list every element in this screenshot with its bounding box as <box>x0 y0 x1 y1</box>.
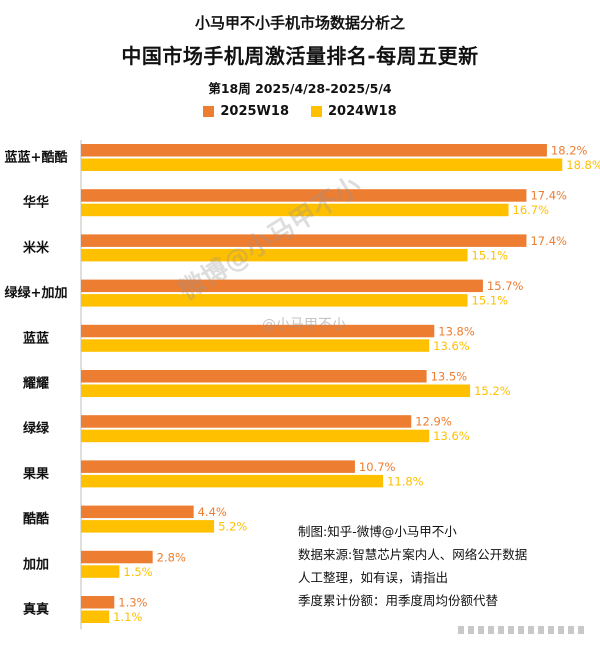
data-label-2025w18: 18.2% <box>551 144 588 158</box>
category-label: 蓝蓝 <box>23 330 49 346</box>
bar-2025w18 <box>81 550 153 564</box>
bar-2024w18 <box>81 248 468 262</box>
note-line: 季度累计份额：用季度周均份额代替 <box>298 593 499 608</box>
data-label-2024w18: 15.2% <box>474 384 511 398</box>
note-line: 数据来源:智慧芯片案内人、网络公开数据 <box>298 547 528 562</box>
data-label-2025w18: 13.5% <box>431 370 468 384</box>
bar-2024w18 <box>81 158 563 171</box>
data-label-2024w18: 15.1% <box>472 294 509 308</box>
bar-2025w18 <box>81 370 427 383</box>
category-label: 果果 <box>22 467 49 482</box>
bar-2025w18 <box>81 505 194 519</box>
chart-subtitle: 第18周 2025/4/28-2025/5/4 <box>208 81 392 96</box>
data-label-2024w18: 1.1% <box>113 610 142 624</box>
footer-decoration <box>458 626 588 634</box>
bar-2025w18 <box>81 460 355 473</box>
category-label: 酷酷 <box>23 511 49 527</box>
data-label-2024w18: 15.1% <box>472 248 509 262</box>
data-label-2024w18: 5.2% <box>218 520 247 534</box>
bar-2024w18 <box>81 610 110 623</box>
category-label: 绿绿+加加 <box>5 285 68 301</box>
watermark-center: @小马甲不小 <box>262 317 346 333</box>
data-label-2025w18: 2.8% <box>157 550 186 564</box>
legend-item-2024: 2024W18 <box>311 104 397 119</box>
data-label-2025w18: 1.3% <box>118 596 147 610</box>
data-label-2025w18: 15.7% <box>487 279 524 293</box>
bar-2024w18 <box>81 429 430 443</box>
bar-2024w18 <box>81 520 215 533</box>
bar-2024w18 <box>81 294 468 307</box>
data-label-2024w18: 11.8% <box>387 474 424 488</box>
legend-item-2025: 2025W18 <box>203 104 289 119</box>
bar-2025w18 <box>81 279 483 293</box>
data-label-2025w18: 12.9% <box>415 415 452 429</box>
category-label: 耀耀 <box>22 377 49 392</box>
bar-2025w18 <box>81 415 412 428</box>
bar-2025w18 <box>81 189 527 202</box>
legend-swatch-2024 <box>311 106 322 117</box>
legend: 2025W18 2024W18 <box>0 104 600 119</box>
legend-label-2024: 2024W18 <box>328 104 397 119</box>
category-label: 米米 <box>23 240 50 256</box>
bar-2025w18 <box>81 144 547 157</box>
data-label-2024w18: 16.7% <box>513 203 550 217</box>
chart-supertitle: 小马甲不小手机市场数据分析之 <box>194 14 405 32</box>
category-label: 加加 <box>22 557 49 572</box>
note-line: 制图:知乎-微博@小马甲不小 <box>298 524 457 539</box>
data-label-2024w18: 13.6% <box>433 429 470 443</box>
data-label-2024w18: 1.5% <box>123 565 152 579</box>
bar-2024w18 <box>81 565 120 578</box>
legend-swatch-2025 <box>203 106 215 117</box>
category-label: 真真 <box>23 602 49 618</box>
data-label-2025w18: 4.4% <box>198 505 227 519</box>
bar-2025w18 <box>81 234 527 247</box>
data-label-2025w18: 10.7% <box>359 460 396 474</box>
bar-2025w18 <box>81 324 435 338</box>
data-label-2024w18: 18.8% <box>566 158 600 172</box>
notes: 制图:知乎-微博@小马甲不小 数据来源:智慧芯片案内人、网络公开数据 人工整理，… <box>298 520 527 612</box>
category-label: 绿绿 <box>23 421 50 437</box>
data-label-2025w18: 17.4% <box>530 189 567 203</box>
bar-2024w18 <box>81 474 384 488</box>
data-label-2025w18: 17.4% <box>530 234 567 248</box>
bar-2024w18 <box>81 384 471 397</box>
legend-label-2025: 2025W18 <box>220 104 289 119</box>
note-line: 人工整理，如有误，请指出 <box>298 570 449 585</box>
bar-2024w18 <box>81 339 430 352</box>
bar-2025w18 <box>81 596 115 609</box>
category-label: 蓝蓝+酷酷 <box>5 150 68 166</box>
category-label: 华华 <box>23 195 49 211</box>
bar-2024w18 <box>81 203 509 217</box>
data-label-2025w18: 13.8% <box>438 324 475 338</box>
data-label-2024w18: 13.6% <box>433 339 470 353</box>
chart-title: 中国市场手机周激活量排名-每周五更新 <box>121 44 479 68</box>
